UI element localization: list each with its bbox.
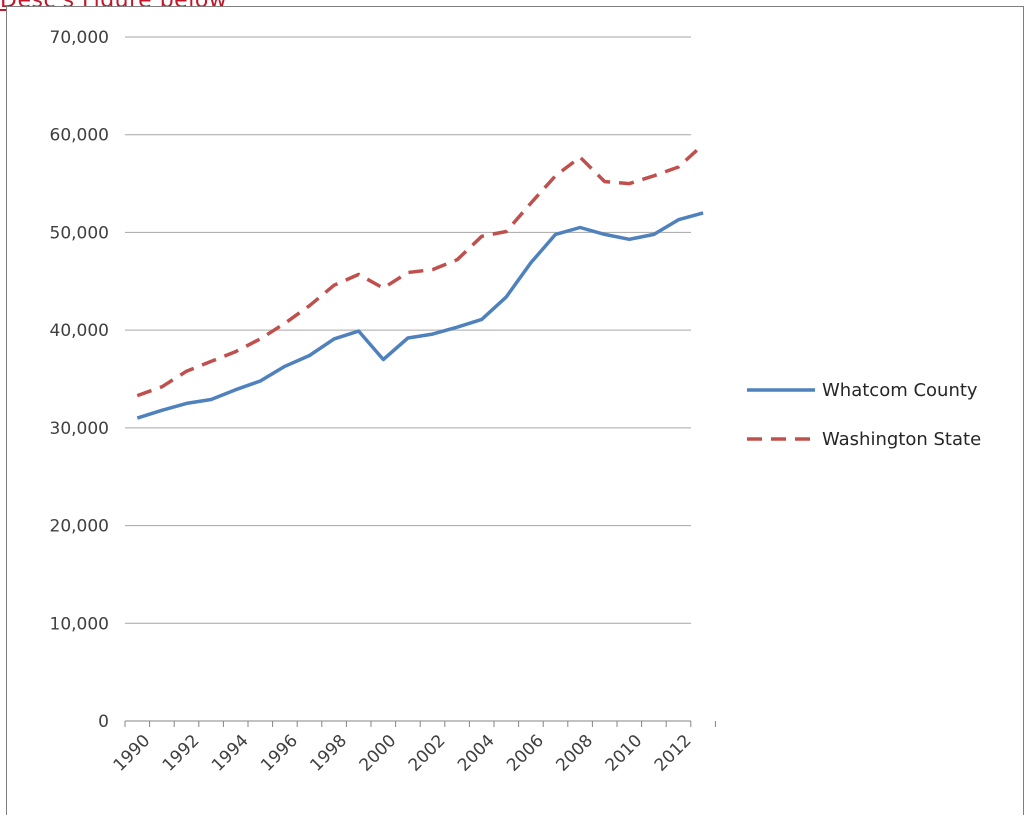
y-tick-label: 50,000 xyxy=(50,223,109,243)
chart-frame: 0 10,000 20,000 30,000 40,000 50,000 60,000 70,… xyxy=(6,6,1024,815)
x-tick-label: 1996 xyxy=(257,731,302,776)
x-tick-label: 2006 xyxy=(503,731,548,776)
y-tick-label: 10,000 xyxy=(50,614,109,634)
x-tick-label: 2008 xyxy=(552,731,597,776)
x-tick-label: 1992 xyxy=(159,731,204,776)
y-tick-label: 60,000 xyxy=(50,126,109,146)
y-tick-label: 40,000 xyxy=(50,321,109,341)
legend-label: Washington State xyxy=(822,429,981,450)
legend: Whatcom County Washington State xyxy=(747,380,981,450)
series-lines xyxy=(136,143,705,420)
gridlines xyxy=(125,36,691,624)
axes: 0 10,000 20,000 30,000 40,000 50,000 60,000 70,… xyxy=(50,28,716,776)
whatcom-county-line xyxy=(136,211,704,420)
y-tick-label: 30,000 xyxy=(50,419,109,439)
y-tick-label: 20,000 xyxy=(50,517,109,537)
x-tick-label: 2002 xyxy=(405,731,450,776)
x-tick-label: 2010 xyxy=(602,731,647,776)
y-tick-label: 0 xyxy=(98,712,109,732)
x-tick-label: 1998 xyxy=(306,731,351,776)
line-chart: 0 10,000 20,000 30,000 40,000 50,000 60,000 70,… xyxy=(50,28,982,776)
x-tick-label: 2012 xyxy=(651,731,696,776)
legend-label: Whatcom County xyxy=(822,380,978,401)
x-tick-label: 1990 xyxy=(110,731,155,776)
x-tick-label: 2004 xyxy=(454,731,499,776)
washington-state-line xyxy=(136,143,705,398)
x-tick-label: 1994 xyxy=(208,731,253,776)
y-tick-label: 70,000 xyxy=(50,28,109,48)
x-tick-label: 2000 xyxy=(356,731,401,776)
